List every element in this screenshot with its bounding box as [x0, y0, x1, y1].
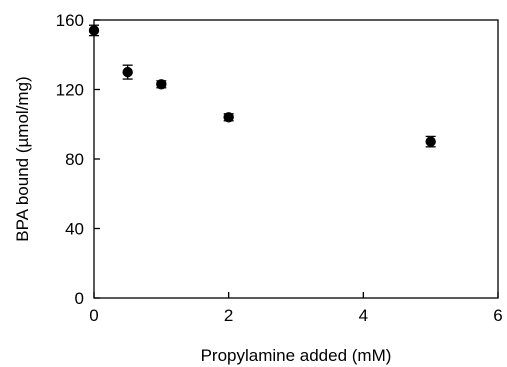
point-marker	[425, 136, 436, 147]
point-marker	[122, 66, 133, 78]
plot-area	[93, 19, 499, 299]
y-tick-label: 80	[65, 150, 84, 169]
data-point	[223, 112, 234, 123]
y-axis-ticks	[94, 19, 100, 299]
x-axis-ticks	[93, 292, 499, 298]
x-axis-title: Propylamine added (mM)	[201, 346, 392, 365]
x-tick-label: 2	[224, 306, 233, 325]
x-tick-label: 4	[359, 306, 368, 325]
x-tick-label: 6	[493, 306, 502, 325]
data-points	[88, 24, 436, 148]
y-axis-title: BPA bound (µmol/mg)	[13, 76, 32, 241]
data-point	[425, 135, 436, 148]
y-axis-tick-labels: 0 40 80 120 160	[56, 11, 84, 308]
data-point	[122, 64, 133, 80]
y-tick-label: 160	[56, 11, 84, 30]
x-axis-tick-labels: 0 2 4 6	[89, 306, 502, 325]
point-marker	[88, 25, 100, 36]
y-tick-label: 40	[65, 220, 84, 239]
x-tick-label: 0	[89, 306, 98, 325]
y-tick-label: 0	[75, 289, 84, 308]
data-point	[156, 79, 167, 90]
data-point	[88, 24, 100, 37]
point-marker	[223, 112, 234, 123]
point-marker	[156, 79, 167, 90]
y-tick-label: 120	[56, 81, 84, 100]
